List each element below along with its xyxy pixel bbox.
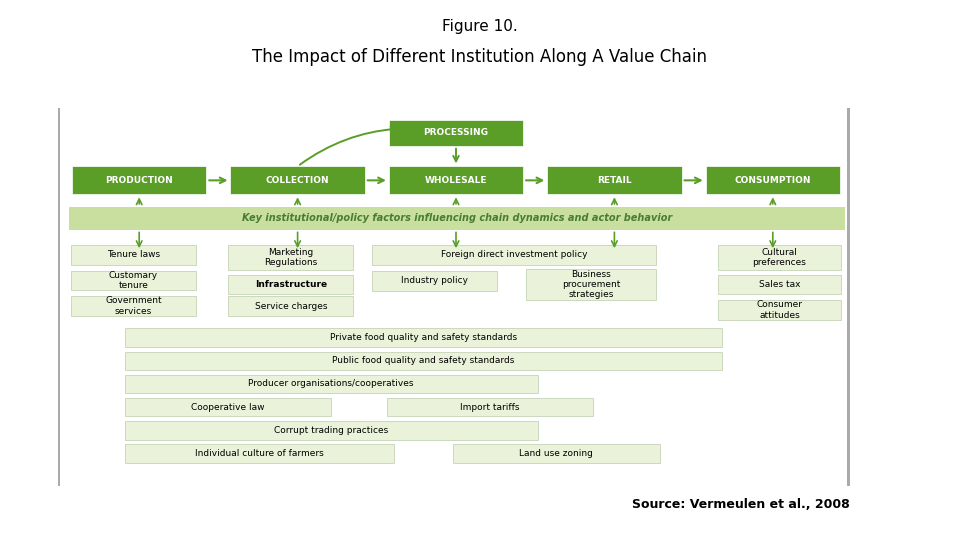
Text: Producer organisations/cooperatives: Producer organisations/cooperatives [249, 380, 414, 388]
Bar [389, 166, 523, 194]
Bar [547, 166, 682, 194]
Text: Tenure laws: Tenure laws [107, 251, 160, 259]
Bar [372, 271, 497, 291]
Bar [228, 296, 353, 316]
Text: Corrupt trading practices: Corrupt trading practices [274, 426, 389, 435]
Text: PROCESSING: PROCESSING [423, 129, 489, 137]
Text: Government
services: Government services [106, 296, 161, 316]
Bar [847, 108, 850, 486]
Bar [58, 108, 60, 486]
Text: The Impact of Different Institution Along A Value Chain: The Impact of Different Institution Alon… [252, 48, 708, 66]
Bar [372, 245, 656, 265]
Text: Foreign direct investment policy: Foreign direct investment policy [441, 251, 588, 259]
Bar [125, 421, 538, 440]
Text: Marketing
Regulations: Marketing Regulations [264, 248, 318, 267]
Text: COLLECTION: COLLECTION [266, 176, 329, 185]
Bar [718, 245, 841, 270]
Text: Figure 10.: Figure 10. [443, 19, 517, 35]
Bar [125, 375, 538, 393]
Text: Import tariffs: Import tariffs [461, 403, 519, 411]
Text: Individual culture of farmers: Individual culture of farmers [195, 449, 324, 458]
Bar [125, 444, 394, 463]
Text: Source: Vermeulen et al., 2008: Source: Vermeulen et al., 2008 [632, 498, 850, 511]
Bar [389, 120, 523, 146]
Text: Cooperative law: Cooperative law [191, 403, 265, 411]
Bar [71, 271, 196, 290]
Text: PRODUCTION: PRODUCTION [106, 176, 173, 185]
Bar [718, 275, 841, 294]
Text: Consumer
attitudes: Consumer attitudes [756, 300, 803, 320]
Bar [72, 166, 206, 194]
Text: Key institutional/policy factors influencing chain dynamics and actor behavior: Key institutional/policy factors influen… [242, 213, 672, 223]
Bar [228, 245, 353, 270]
Text: RETAIL: RETAIL [597, 176, 632, 185]
Bar [71, 296, 196, 316]
Bar [228, 275, 353, 294]
Text: Service charges: Service charges [254, 302, 327, 310]
Text: Sales tax: Sales tax [758, 280, 801, 289]
Bar [387, 398, 593, 416]
Text: Land use zoning: Land use zoning [519, 449, 593, 458]
Bar [69, 207, 845, 229]
Text: Business
procurement
strategies: Business procurement strategies [562, 269, 620, 300]
Bar [706, 166, 840, 194]
Text: WHOLESALE: WHOLESALE [424, 176, 488, 185]
Text: Industry policy: Industry policy [401, 276, 468, 285]
Bar [230, 166, 365, 194]
Bar [125, 398, 331, 416]
Text: CONSUMPTION: CONSUMPTION [734, 176, 811, 185]
Bar [453, 444, 660, 463]
Text: Infrastructure: Infrastructure [254, 280, 327, 289]
Bar [526, 269, 656, 300]
Text: Public food quality and safety standards: Public food quality and safety standards [332, 356, 515, 365]
Bar [125, 352, 722, 370]
Bar [71, 245, 196, 265]
Text: Private food quality and safety standards: Private food quality and safety standard… [330, 333, 516, 342]
Bar [718, 300, 841, 320]
Text: Customary
tenure: Customary tenure [108, 271, 158, 290]
Text: Cultural
preferences: Cultural preferences [753, 248, 806, 267]
Bar [125, 328, 722, 347]
